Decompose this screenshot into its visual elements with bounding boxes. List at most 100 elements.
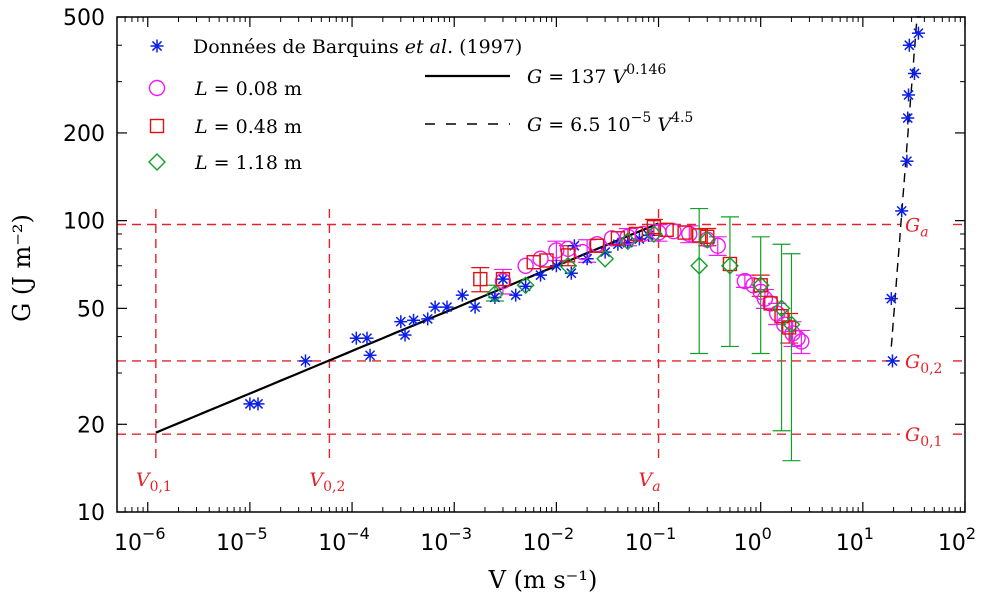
data-point-asterisk (394, 315, 408, 329)
data-point-square (700, 229, 715, 245)
data-point-square (763, 296, 778, 311)
data-point-asterisk (298, 354, 312, 368)
data-point-asterisk (360, 331, 374, 345)
data-point-square (659, 222, 674, 238)
data-point-square (691, 228, 707, 243)
data-point-asterisk (902, 38, 916, 52)
data-point-diamond (772, 299, 791, 318)
data-point-asterisk (895, 204, 909, 218)
data-point-diamond (644, 224, 663, 243)
data-point-asterisk (455, 288, 469, 302)
data-point-circle (517, 257, 534, 274)
data-point-diamond (596, 249, 615, 268)
data-point-square (495, 271, 511, 287)
data-point-circle (789, 329, 806, 347)
legend-label-l118: L = 1.18 m (194, 152, 302, 174)
data-point-diamond (698, 230, 717, 249)
data-point-circle (793, 333, 810, 350)
data-point-circle (548, 242, 565, 259)
data-point-asterisk (907, 66, 921, 80)
legend-label-l048: L = 0.48 m (194, 116, 302, 138)
x-tick-label: 101 (836, 524, 874, 556)
x-tick-label: 10−2 (523, 524, 575, 556)
reference-label-G0-1: G0,1 (905, 424, 942, 450)
data-point-diamond (516, 276, 535, 295)
data-point-asterisk (428, 300, 442, 314)
errorbar-circle (735, 274, 754, 289)
y-tick-label: 20 (77, 413, 105, 438)
data-point-circle (736, 272, 754, 290)
data-point-asterisk (911, 26, 925, 40)
data-point-asterisk (363, 348, 377, 362)
data-point-circle (776, 316, 793, 333)
legend-marker-l048 (149, 118, 165, 134)
data-point-asterisk (900, 154, 914, 168)
data-point-asterisk (901, 111, 915, 125)
data-point-square (610, 231, 626, 246)
legend-label-fit1: G = 137 V0.146 (527, 62, 666, 88)
data-point-asterisk (407, 313, 421, 327)
data-point-diamond (485, 285, 504, 304)
errorbar-diamond (782, 253, 801, 462)
y-tick-label: 100 (63, 210, 105, 235)
data-point-circle (603, 230, 621, 247)
data-point-asterisk (509, 288, 523, 302)
reference-vlabel-V0-2: V0,2 (309, 469, 345, 495)
x-tick-label: 10−5 (216, 524, 268, 556)
reference-label-G0-2: G0,2 (905, 351, 942, 377)
y-axis-title: G (J m⁻²) (8, 214, 36, 322)
errorbar-diamond (720, 216, 739, 348)
reference-lines-layer: Ga G0,2 G0,1 V0,1 V0,2 Va (117, 209, 965, 495)
data-point-asterisk (421, 312, 435, 326)
data-point-asterisk (902, 88, 916, 102)
data-point-asterisk (440, 300, 454, 314)
reference-vlabel-Va: Va (639, 469, 661, 495)
data-point-asterisk (468, 300, 482, 314)
legend-marker-l008 (148, 79, 166, 97)
errorbar-diamond (690, 207, 709, 355)
data-point-asterisk (496, 272, 510, 286)
legend-label-l008: L = 0.08 m (194, 78, 302, 100)
x-tick-label: 10−4 (318, 524, 370, 556)
data-point-asterisk (398, 328, 412, 342)
data-point-diamond (559, 256, 578, 275)
fit-line-2 (890, 16, 921, 347)
y-tick-label: 500 (63, 6, 105, 31)
y-tick-label: 10 (77, 501, 105, 526)
x-tick-label: 102 (938, 524, 976, 556)
legend-marker-barquins (150, 39, 164, 53)
data-point-circle (709, 237, 726, 254)
reference-vlabel-V0-1: V0,1 (136, 469, 172, 495)
data-point-square (677, 225, 692, 240)
x-tick-label: 10−3 (420, 524, 472, 556)
data-point-diamond (751, 276, 770, 295)
y-tick-label: 200 (63, 122, 105, 147)
legend: Données de Barquins et al. (1997) L = 0.0… (148, 36, 693, 174)
data-point-square (774, 308, 789, 324)
points-layer (243, 26, 925, 411)
data-point-diamond (782, 315, 801, 334)
data-point-square (560, 248, 576, 263)
y-tick-label: 50 (77, 297, 105, 322)
errorbar-diamond (751, 236, 770, 355)
data-point-diamond (618, 232, 637, 251)
errorbar-square (471, 266, 490, 293)
x-axis-title: V (m s⁻¹) (488, 566, 598, 594)
data-point-diamond (720, 256, 739, 275)
reference-label-Ga: Ga (905, 215, 929, 241)
data-point-asterisk (885, 354, 899, 368)
legend-label-barquins: Données de Barquins et al. (1997) (193, 36, 522, 58)
data-point-asterisk (884, 292, 898, 306)
data-point-square (539, 253, 554, 268)
x-tick-label: 10−6 (114, 524, 166, 556)
legend-marker-l118 (148, 153, 166, 171)
data-point-square (473, 271, 488, 287)
data-point-square (589, 238, 605, 253)
x-tick-label: 10−1 (625, 524, 677, 556)
data-point-asterisk (534, 268, 548, 282)
data-point-square (753, 278, 768, 293)
legend-label-fit2: G = 6.5 10−5 V4.5 (527, 105, 693, 136)
errorbars-layer (471, 207, 811, 462)
data-point-asterisk (251, 397, 265, 411)
